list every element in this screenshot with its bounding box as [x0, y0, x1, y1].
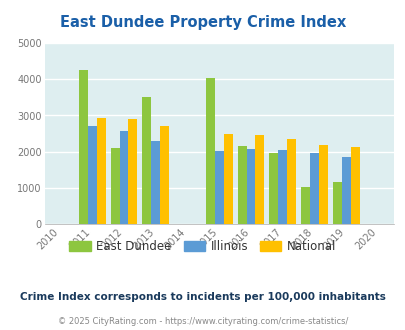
Bar [205, 79, 214, 224]
Bar [277, 149, 286, 224]
Bar [111, 148, 119, 224]
Bar [255, 135, 264, 224]
Bar [79, 70, 87, 224]
Legend: East Dundee, Illinois, National: East Dundee, Illinois, National [64, 236, 341, 258]
Bar [87, 126, 96, 224]
Bar [160, 126, 168, 224]
Text: © 2025 CityRating.com - https://www.cityrating.com/crime-statistics/: © 2025 CityRating.com - https://www.city… [58, 317, 347, 326]
Bar [341, 156, 350, 224]
Text: Crime Index corresponds to incidents per 100,000 inhabitants: Crime Index corresponds to incidents per… [20, 292, 385, 302]
Bar [119, 131, 128, 224]
Bar [214, 151, 223, 224]
Bar [309, 153, 318, 224]
Bar [318, 145, 327, 224]
Bar [350, 147, 359, 224]
Bar [246, 149, 255, 224]
Text: East Dundee Property Crime Index: East Dundee Property Crime Index [60, 15, 345, 30]
Bar [96, 118, 105, 224]
Bar [223, 134, 232, 224]
Bar [269, 153, 277, 224]
Bar [301, 187, 309, 224]
Bar [332, 182, 341, 224]
Bar [237, 147, 246, 224]
Bar [142, 97, 151, 224]
Bar [151, 141, 160, 224]
Bar [128, 119, 137, 224]
Bar [286, 139, 295, 224]
